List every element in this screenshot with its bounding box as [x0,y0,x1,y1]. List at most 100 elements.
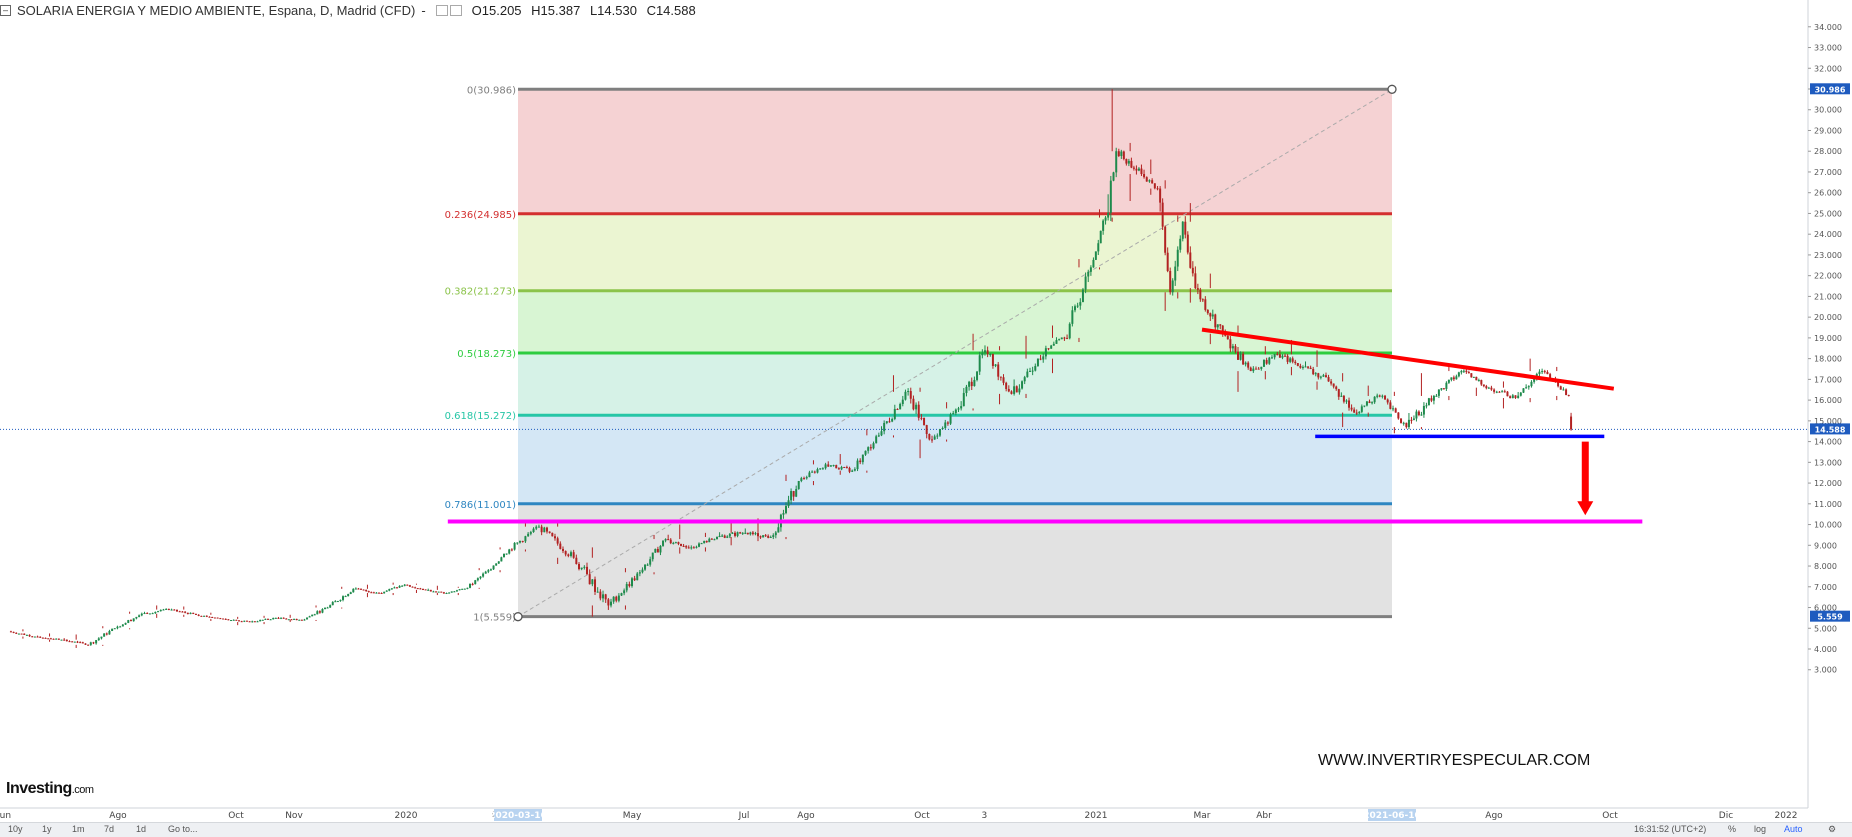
candle-body [1376,395,1379,397]
candle-body [354,588,357,590]
price-candle [917,401,920,421]
log-toggle[interactable]: log [1754,824,1767,834]
price-candle [256,620,259,623]
collapse-icon[interactable]: – [0,4,11,16]
percent-toggle[interactable]: % [1728,824,1737,834]
candle-body [360,588,363,590]
price-candle [1506,391,1509,397]
price-candle [630,577,633,588]
price-candle [970,377,973,391]
candle-body [17,633,20,635]
time-tick-label: Jul [738,811,750,821]
price-candle [1565,388,1568,396]
price-candle [1089,265,1092,276]
candle-body [628,584,631,587]
candle-body [1378,395,1381,397]
candle-body [272,617,275,620]
candle-body [57,638,60,640]
candle-body [1153,183,1156,189]
candle-body [256,621,259,623]
candle-body [1257,368,1260,370]
candle-body [1161,202,1164,227]
settings-icon[interactable] [435,4,448,16]
price-candle [1543,369,1546,374]
price-candle [55,638,58,640]
candle-body [367,591,370,593]
close-icon[interactable] [449,4,462,16]
candle-body [1405,422,1408,428]
goto-button[interactable]: Go to... [168,824,198,834]
candle-body [537,526,540,528]
price-candle [610,598,613,608]
candle-body [403,584,406,586]
price-candle [659,545,662,556]
candle-body [1273,354,1276,358]
price-candle [983,345,986,356]
price-candle [232,619,235,621]
range-1m-button[interactable]: 1m [72,824,85,834]
candle-body [1480,380,1483,385]
price-candle [466,587,469,590]
gear-icon[interactable]: ⚙ [1828,824,1837,834]
candle-body [957,408,960,410]
auto-toggle[interactable]: Auto [1784,824,1803,834]
price-candle [1058,338,1061,341]
candle-body [949,414,952,424]
price-candle [739,531,742,534]
price-candle [1294,359,1297,365]
candle-body [380,593,383,594]
candle-body [455,590,458,592]
price-candle [1368,399,1371,404]
candle-body [716,537,719,540]
candle-body [746,532,749,535]
candle-body [285,618,288,620]
price-candle [1079,298,1082,310]
price-candle [318,610,321,614]
candle-body [1514,395,1517,399]
price-candle [744,528,747,535]
price-candle [1490,385,1493,391]
range-7d-button[interactable]: 7d [104,824,115,834]
fib-level-label: 0.786(11.001) [445,500,517,511]
price-candle [1013,379,1016,396]
price-candle [596,587,599,593]
price-candle [734,531,737,538]
candle-body [1415,411,1418,419]
price-candle [1519,391,1522,397]
price-candle [782,509,785,519]
candle-body [15,632,18,634]
candle-body [52,638,55,640]
price-candle [521,540,524,543]
candle-body [362,589,365,591]
candle-body [1052,343,1055,346]
price-candle [575,554,578,565]
price-tick-label: 33.000 [1814,44,1842,53]
range-1d-button[interactable]: 1d [136,824,147,834]
price-candle [543,526,546,533]
candle-body [495,563,498,566]
range-10y-button[interactable]: 10y [8,824,23,834]
price-candle [656,546,659,553]
price-candle [1324,372,1327,378]
price-candle [1541,368,1544,375]
price-candle [1301,365,1304,370]
candle-body [484,571,487,574]
candle-body [1164,226,1167,253]
price-candle [1076,302,1079,308]
candle-body [1176,249,1179,267]
price-candle [285,618,288,620]
price-candle [705,540,708,543]
candle-body [1517,395,1520,399]
candle-body [1260,366,1263,369]
range-1y-button[interactable]: 1y [42,824,52,834]
price-candle [1107,194,1110,221]
candle-body [261,619,264,621]
candle-body [726,536,729,538]
candle-body [739,532,742,534]
price-candle [1023,375,1026,385]
candle-body [427,589,430,591]
time-tick-label: Ago [109,811,127,821]
candle-body [230,620,233,622]
price-candle [1209,312,1212,322]
candle-body [259,619,262,622]
